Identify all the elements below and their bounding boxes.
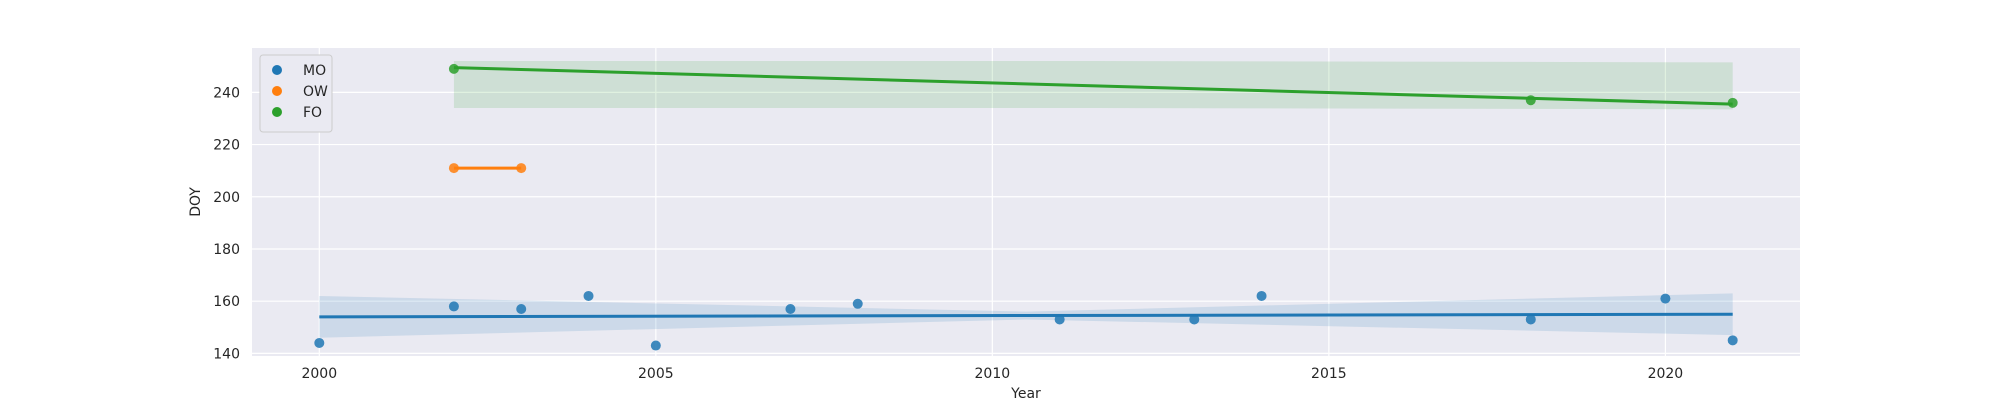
y-tick-label: 140 <box>213 346 240 362</box>
y-axis-label: DOY <box>188 187 204 217</box>
legend: MO OW FO <box>259 54 333 133</box>
data-point-mo <box>314 337 325 348</box>
legend-label-mo: MO <box>303 63 326 79</box>
legend-marker-fo <box>272 107 282 117</box>
data-point-mo <box>1189 314 1200 325</box>
data-point-mo <box>448 301 459 312</box>
data-point-ow <box>448 163 459 174</box>
data-point-fo <box>1525 95 1536 106</box>
data-layer <box>314 61 1738 351</box>
data-point-mo <box>1660 293 1671 304</box>
x-axis-label: Year <box>1010 386 1041 400</box>
regression-line-mo <box>319 312 1733 319</box>
data-point-mo <box>852 298 863 309</box>
y-tick-label: 200 <box>213 190 240 206</box>
x-tick-label: 2000 <box>301 366 337 382</box>
data-point-mo <box>1525 314 1536 325</box>
y-tick-label: 180 <box>213 242 240 258</box>
legend-label-ow: OW <box>303 84 328 100</box>
y-tick-label: 160 <box>213 294 240 310</box>
data-point-mo <box>785 304 796 315</box>
data-point-fo <box>448 63 459 74</box>
x-tick-label: 2020 <box>1648 366 1684 382</box>
x-tick-label: 2015 <box>1311 366 1347 382</box>
data-point-mo <box>1256 290 1267 301</box>
y-tick-label: 220 <box>213 138 240 154</box>
data-point-mo <box>516 304 527 315</box>
x-tick-label: 2005 <box>638 366 674 382</box>
y-tick-label: 240 <box>213 85 240 101</box>
legend-marker-ow <box>272 86 282 96</box>
legend-label-fo: FO <box>303 105 322 121</box>
data-point-mo <box>1727 335 1738 346</box>
x-tick-label: 2010 <box>975 366 1011 382</box>
data-point-mo <box>583 290 594 301</box>
regression-line-fo <box>453 66 1733 106</box>
data-point-fo <box>1727 97 1738 108</box>
data-point-mo <box>650 340 661 351</box>
legend-marker-mo <box>272 65 282 75</box>
data-point-mo <box>1054 314 1065 325</box>
data-point-ow <box>516 163 527 174</box>
